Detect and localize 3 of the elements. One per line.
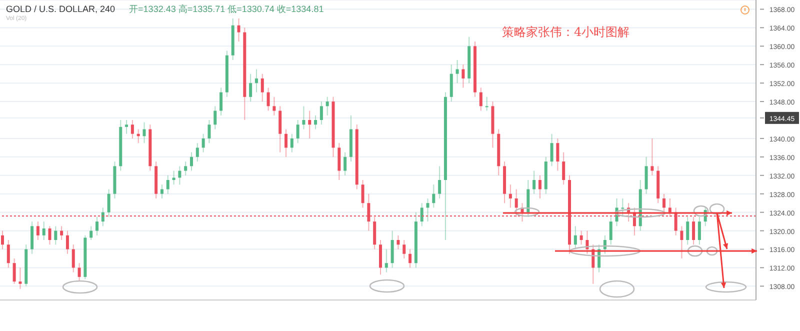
text: 开=1332.43 高=1335.71 低=1330.74 收=1334.81 bbox=[129, 4, 324, 14]
text: GOLD / U.S. DOLLAR, 240 bbox=[6, 4, 116, 14]
annotation: 策略家张伟：4小时图解 bbox=[502, 24, 630, 41]
